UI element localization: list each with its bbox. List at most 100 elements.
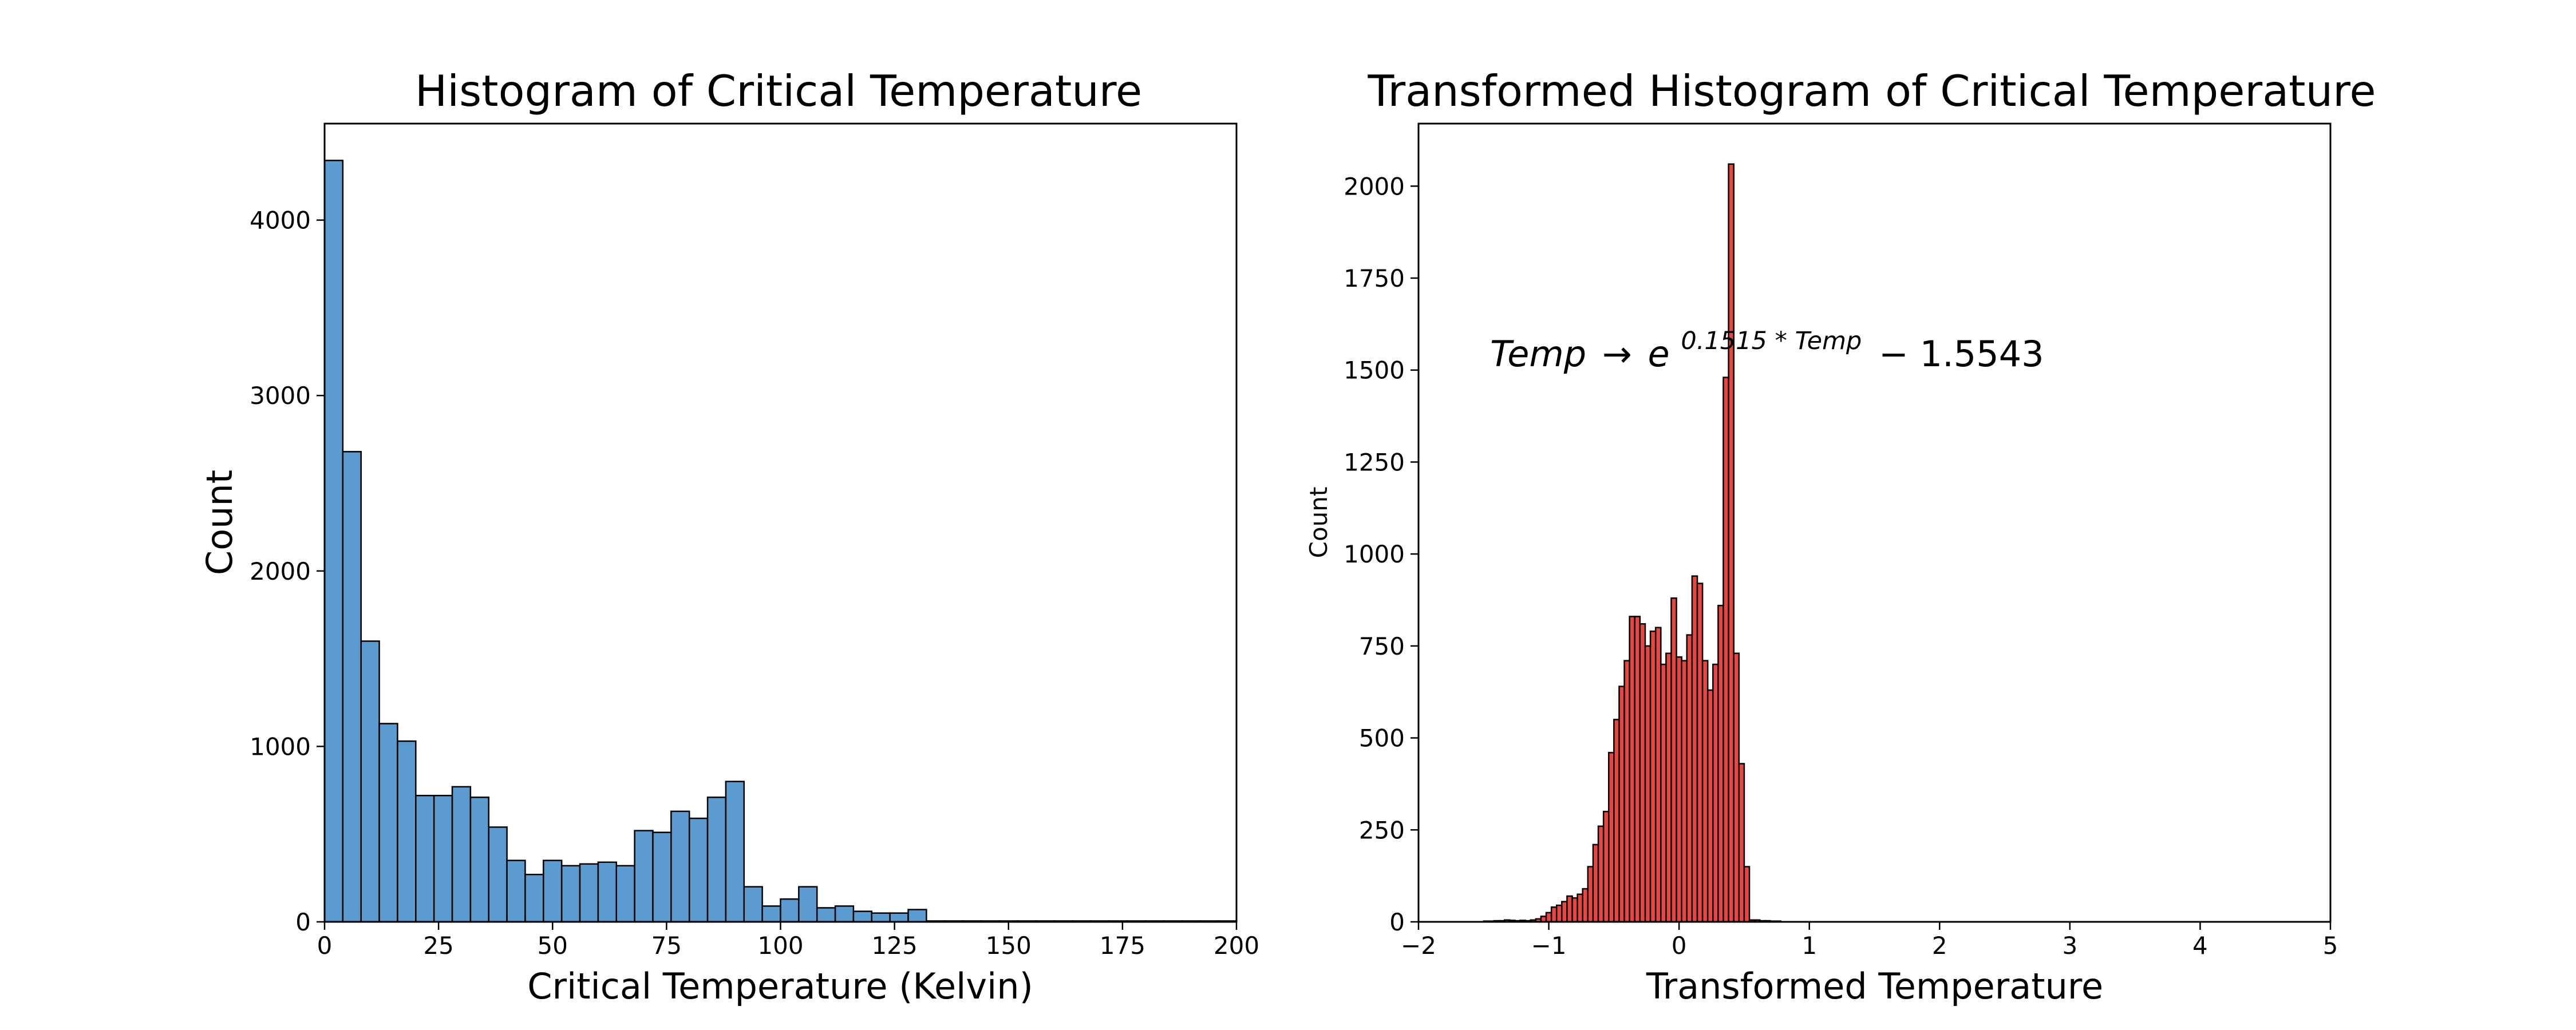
left-y-tick-label: 1000: [250, 732, 311, 760]
right-plot-frame: [1417, 122, 2332, 923]
left-y-tick-label: 0: [295, 908, 311, 936]
left-y-axis-label: Count: [199, 470, 240, 575]
right-y-tick-label: 1750: [1344, 264, 1405, 292]
left-histogram-bar: [579, 863, 599, 923]
right-histogram-bar: [1722, 377, 1729, 923]
right-y-tick-label: 1000: [1344, 540, 1405, 568]
right-histogram-bar: [1561, 901, 1568, 923]
left-bars: [323, 160, 1238, 923]
right-histogram-bar: [1728, 163, 1735, 923]
left-histogram-bar: [543, 859, 563, 923]
right-x-tick-label: 1: [1801, 932, 1817, 960]
right-histogram-bar: [1743, 866, 1751, 923]
right-x-ticks: −2 −1 0 1 2 3 4 5: [1401, 922, 2338, 960]
left-histogram-bar: [433, 795, 453, 923]
right-histogram-bar: [1592, 843, 1599, 923]
left-histogram-bar: [706, 797, 727, 923]
left-histogram-bar: [615, 865, 635, 923]
left-histogram-bar: [524, 873, 544, 923]
left-histogram-bar: [378, 723, 398, 923]
left-y-tick-label: 2000: [250, 557, 311, 585]
right-chart: Transformed Histogram of Critical Temper…: [1305, 66, 2376, 1007]
left-y-tick-label: 4000: [250, 207, 311, 235]
right-histogram-bar: [1738, 763, 1745, 923]
left-histogram-bar: [560, 865, 581, 923]
left-x-tick-label: 125: [872, 932, 918, 960]
right-histogram-bar: [1654, 627, 1662, 923]
left-x-tick-label: 200: [1214, 932, 1259, 960]
right-histogram-bar: [1623, 660, 1630, 923]
left-histogram-bar: [597, 861, 618, 923]
right-histogram-bar: [1629, 616, 1636, 923]
right-histogram-bar: [1571, 897, 1578, 923]
left-x-tick-label: 100: [757, 932, 803, 960]
right-histogram-bar: [1545, 912, 1552, 923]
right-histogram-bar: [1634, 616, 1641, 923]
left-chart: Histogram of Critical Temperature 0 25 50 7…: [199, 66, 1259, 1007]
right-y-ticks: 0 250 500 750 1000 1250 1500 1750 2000: [1344, 172, 1419, 936]
left-x-tick-label: 50: [538, 932, 568, 960]
left-histogram-bar: [907, 909, 927, 923]
left-histogram-bar: [397, 740, 417, 923]
left-histogram-bar: [670, 810, 690, 923]
right-histogram-bar: [1717, 604, 1724, 923]
right-x-tick-label: 0: [1672, 932, 1687, 960]
right-histogram-bar: [1701, 660, 1709, 923]
formula-tail: − 1.5543: [1879, 333, 2044, 375]
right-histogram-bar: [1582, 888, 1589, 923]
right-histogram-bar: [1555, 904, 1563, 923]
right-histogram-bar: [1618, 686, 1625, 923]
left-histogram-bar: [780, 898, 800, 923]
right-histogram-bar: [1649, 630, 1657, 923]
left-histogram-bar: [506, 859, 526, 923]
right-x-tick-label: −2: [1401, 932, 1436, 960]
right-histogram-bar: [1660, 663, 1667, 923]
right-histogram-bar: [1676, 656, 1682, 923]
right-histogram-bar: [1706, 689, 1714, 923]
right-histogram-bar: [1686, 634, 1693, 923]
right-x-tick-label: 4: [2192, 932, 2208, 960]
left-x-axis-label: Critical Temperature (Kelvin): [527, 965, 1033, 1007]
right-histogram-bar: [1613, 719, 1620, 923]
right-histogram-bar: [1644, 645, 1652, 923]
left-histogram-bar: [451, 786, 472, 923]
left-histogram-bar: [688, 817, 709, 923]
left-x-tick-label: 150: [986, 932, 1032, 960]
left-plot-frame: [323, 122, 1238, 923]
left-histogram-bar: [852, 910, 873, 923]
left-x-tick-label: 25: [423, 932, 453, 960]
right-y-tick-label: 2000: [1344, 172, 1405, 200]
right-y-tick-label: 250: [1359, 816, 1405, 844]
right-y-tick-label: 0: [1389, 908, 1405, 936]
right-histogram-bar: [1587, 866, 1594, 923]
left-histogram-bar: [816, 907, 836, 923]
left-histogram-bar: [834, 905, 855, 923]
left-x-tick-label: 175: [1100, 932, 1145, 960]
right-x-tick-label: 3: [2062, 932, 2077, 960]
right-histogram-bar: [1670, 597, 1677, 923]
right-histogram-bar: [1597, 825, 1605, 923]
right-histogram-bar: [1639, 623, 1646, 923]
right-histogram-bar: [1608, 752, 1615, 923]
left-x-tick-label: 0: [317, 932, 333, 960]
right-y-tick-label: 500: [1359, 724, 1405, 752]
right-histogram-bar: [1691, 575, 1698, 923]
left-histogram-bar: [634, 830, 654, 923]
left-y-ticks: 0 1000 2000 3000 4000: [250, 207, 325, 936]
right-bars: [1483, 163, 1781, 923]
right-histogram-bar: [1681, 660, 1688, 923]
left-histogram-bar: [360, 640, 380, 923]
left-histogram-bar: [798, 886, 818, 923]
left-histogram-bar: [725, 781, 745, 923]
formula-arrow: →: [1602, 333, 1632, 375]
formula-base: Temp: [1490, 333, 1586, 375]
right-x-tick-label: 2: [1932, 932, 1947, 960]
right-y-tick-label: 750: [1359, 632, 1405, 660]
left-histogram-bar: [342, 451, 362, 923]
right-chart-title: Transformed Histogram of Critical Temper…: [1368, 66, 2376, 116]
right-y-axis-label: Count: [1305, 487, 1333, 558]
left-x-tick-label: 75: [651, 932, 682, 960]
formula-exp-base: e: [1648, 333, 1670, 375]
right-x-tick-label: −1: [1531, 932, 1567, 960]
